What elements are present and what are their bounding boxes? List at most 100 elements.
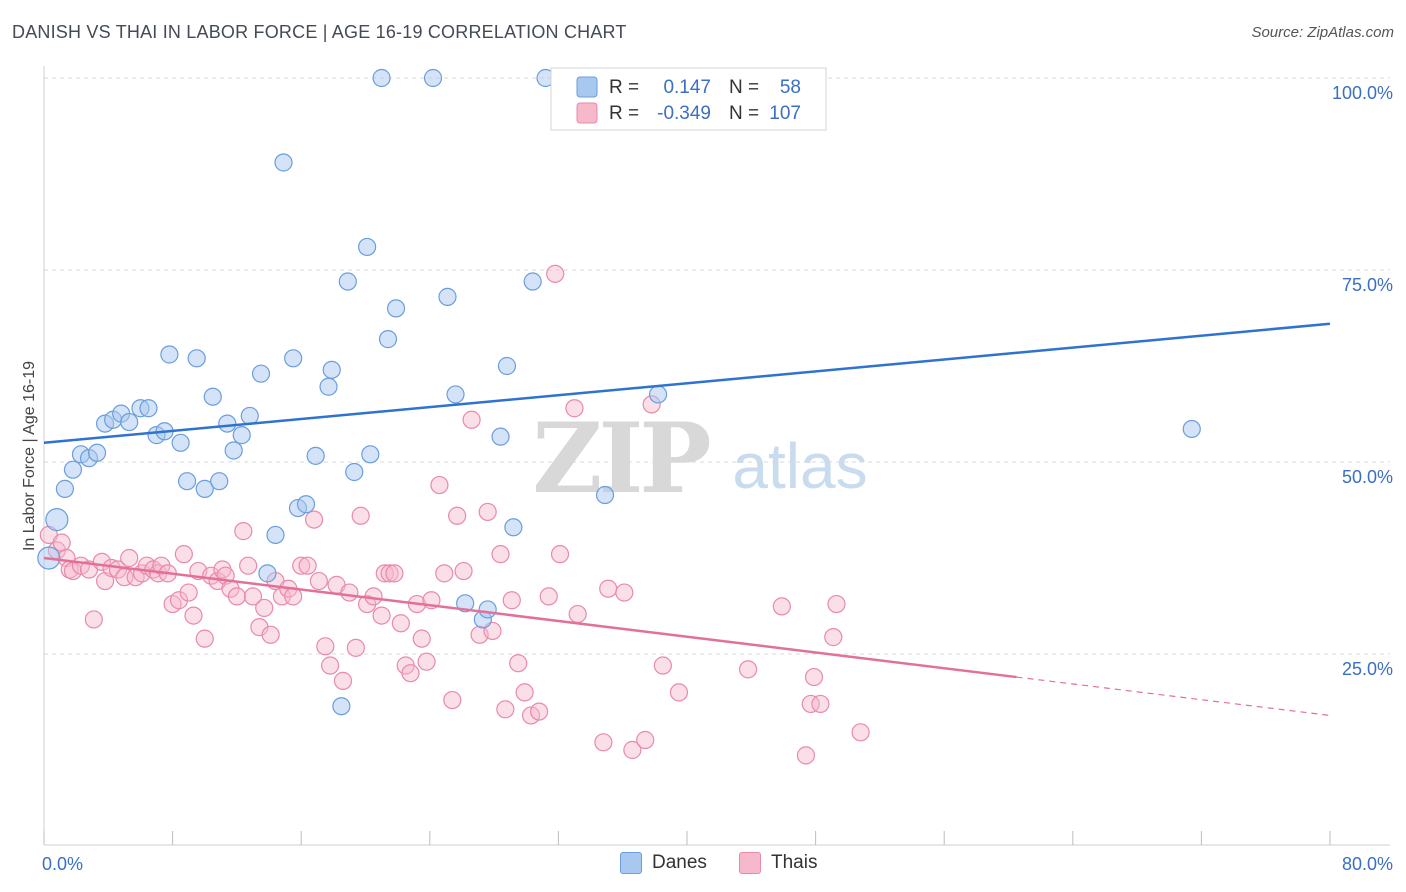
danes-point: [648, 385, 668, 404]
thais-point: [491, 545, 510, 564]
y-axis-label: In Labor Force | Age 16-19: [21, 361, 38, 551]
watermark: ZIP atlas: [532, 402, 867, 515]
y-tick-label: 75.0%: [1342, 275, 1393, 295]
y-tick-label: 100.0%: [1332, 83, 1393, 103]
x-tick-label: 80.0%: [1342, 854, 1393, 874]
thais-point: [738, 660, 758, 679]
danes-point: [274, 153, 293, 172]
danes-point: [378, 330, 398, 349]
thais-point: [321, 656, 340, 675]
thais-point: [827, 594, 846, 614]
watermark-zip: ZIP: [532, 402, 709, 515]
danes-point: [319, 377, 338, 396]
thais-point: [772, 597, 791, 616]
danes-point: [258, 564, 277, 583]
danes-point: [139, 399, 158, 418]
legend-danes-swatch: [576, 76, 598, 98]
danes-point: [171, 433, 190, 452]
legend-thais-n-value: 107: [769, 103, 801, 124]
danes-point: [63, 460, 83, 479]
danes-point: [423, 68, 443, 88]
danes-point: [491, 427, 510, 446]
thais-point: [623, 740, 642, 760]
danes-point: [306, 446, 325, 465]
thais-point: [430, 475, 449, 495]
thais-swatch: [739, 852, 761, 874]
trend-lines: [43, 322, 1331, 717]
danes-point: [232, 426, 251, 445]
thais-point: [309, 571, 328, 591]
danes-point: [195, 479, 214, 498]
thais-point: [550, 545, 570, 564]
thais-point: [239, 556, 258, 575]
thais-point: [120, 548, 139, 568]
thais-point: [539, 587, 558, 606]
danes-point: [523, 272, 542, 291]
danes-point: [361, 445, 380, 464]
danes-point: [120, 412, 139, 432]
danes-point: [504, 518, 523, 537]
thais-point: [804, 667, 824, 687]
thais-point: [261, 625, 280, 644]
danes-point: [456, 594, 475, 613]
bottom-legend-thais[interactable]: Thais: [739, 852, 817, 874]
thais-point: [502, 591, 521, 610]
thais-point: [401, 664, 420, 683]
danes-point: [345, 462, 364, 482]
thais-point: [435, 564, 454, 583]
thais-point: [615, 583, 634, 602]
thais-point: [824, 628, 843, 647]
legend-thais-r-label: R =: [609, 103, 639, 124]
thais-point: [375, 564, 394, 583]
thais-points: [39, 264, 870, 765]
thais-point: [796, 746, 816, 765]
thais-point: [509, 654, 528, 673]
chart-title: DANISH VS THAI IN LABOR FORCE | AGE 16-1…: [12, 22, 627, 42]
thais-point: [515, 683, 534, 702]
thais-point: [417, 652, 436, 671]
thais-point: [594, 733, 613, 752]
thais-point: [52, 533, 71, 552]
thais-point: [448, 506, 467, 525]
thais-legend-label: Thais: [771, 852, 818, 873]
thais-point: [851, 723, 870, 742]
x-tick-label: 0.0%: [42, 854, 83, 874]
danes-point: [332, 697, 351, 716]
thais-point: [462, 410, 481, 429]
thais-point: [811, 694, 830, 714]
danes-point: [218, 414, 237, 433]
danes-point: [372, 68, 391, 88]
danes-point: [284, 349, 303, 368]
danes-point: [296, 495, 316, 514]
danes-point: [210, 472, 229, 491]
thais-point: [304, 510, 324, 529]
legend-thais-swatch: [576, 102, 598, 124]
thais-point: [184, 606, 203, 625]
danes-point: [338, 272, 357, 291]
danes-point: [438, 287, 457, 306]
danes-point: [595, 485, 615, 505]
thais-point: [340, 583, 359, 602]
y-tick-label: 50.0%: [1342, 467, 1393, 487]
danes-point: [177, 472, 197, 491]
danes-point: [322, 360, 341, 379]
danes-legend-label: Danes: [652, 852, 707, 873]
legend-danes-n-value: 58: [780, 77, 801, 98]
thais-point: [333, 671, 353, 690]
danes-point: [266, 525, 285, 545]
thais-trend-extension: [1016, 676, 1331, 717]
source-label: Source: ZipAtlas.com: [1251, 24, 1394, 41]
danes-point: [386, 299, 406, 318]
danes-point: [45, 507, 69, 532]
thais-point: [669, 683, 689, 702]
bottom-legend-danes[interactable]: Danes: [620, 852, 707, 874]
thais-point: [292, 556, 311, 575]
danes-point: [446, 385, 465, 404]
legend-danes-r-label: R =: [609, 77, 639, 98]
legend-danes-r-value: 0.147: [663, 77, 711, 98]
thais-point: [478, 502, 497, 522]
danes-point: [240, 406, 259, 426]
y-tick-label: 25.0%: [1342, 659, 1393, 679]
thais-point: [372, 606, 391, 625]
